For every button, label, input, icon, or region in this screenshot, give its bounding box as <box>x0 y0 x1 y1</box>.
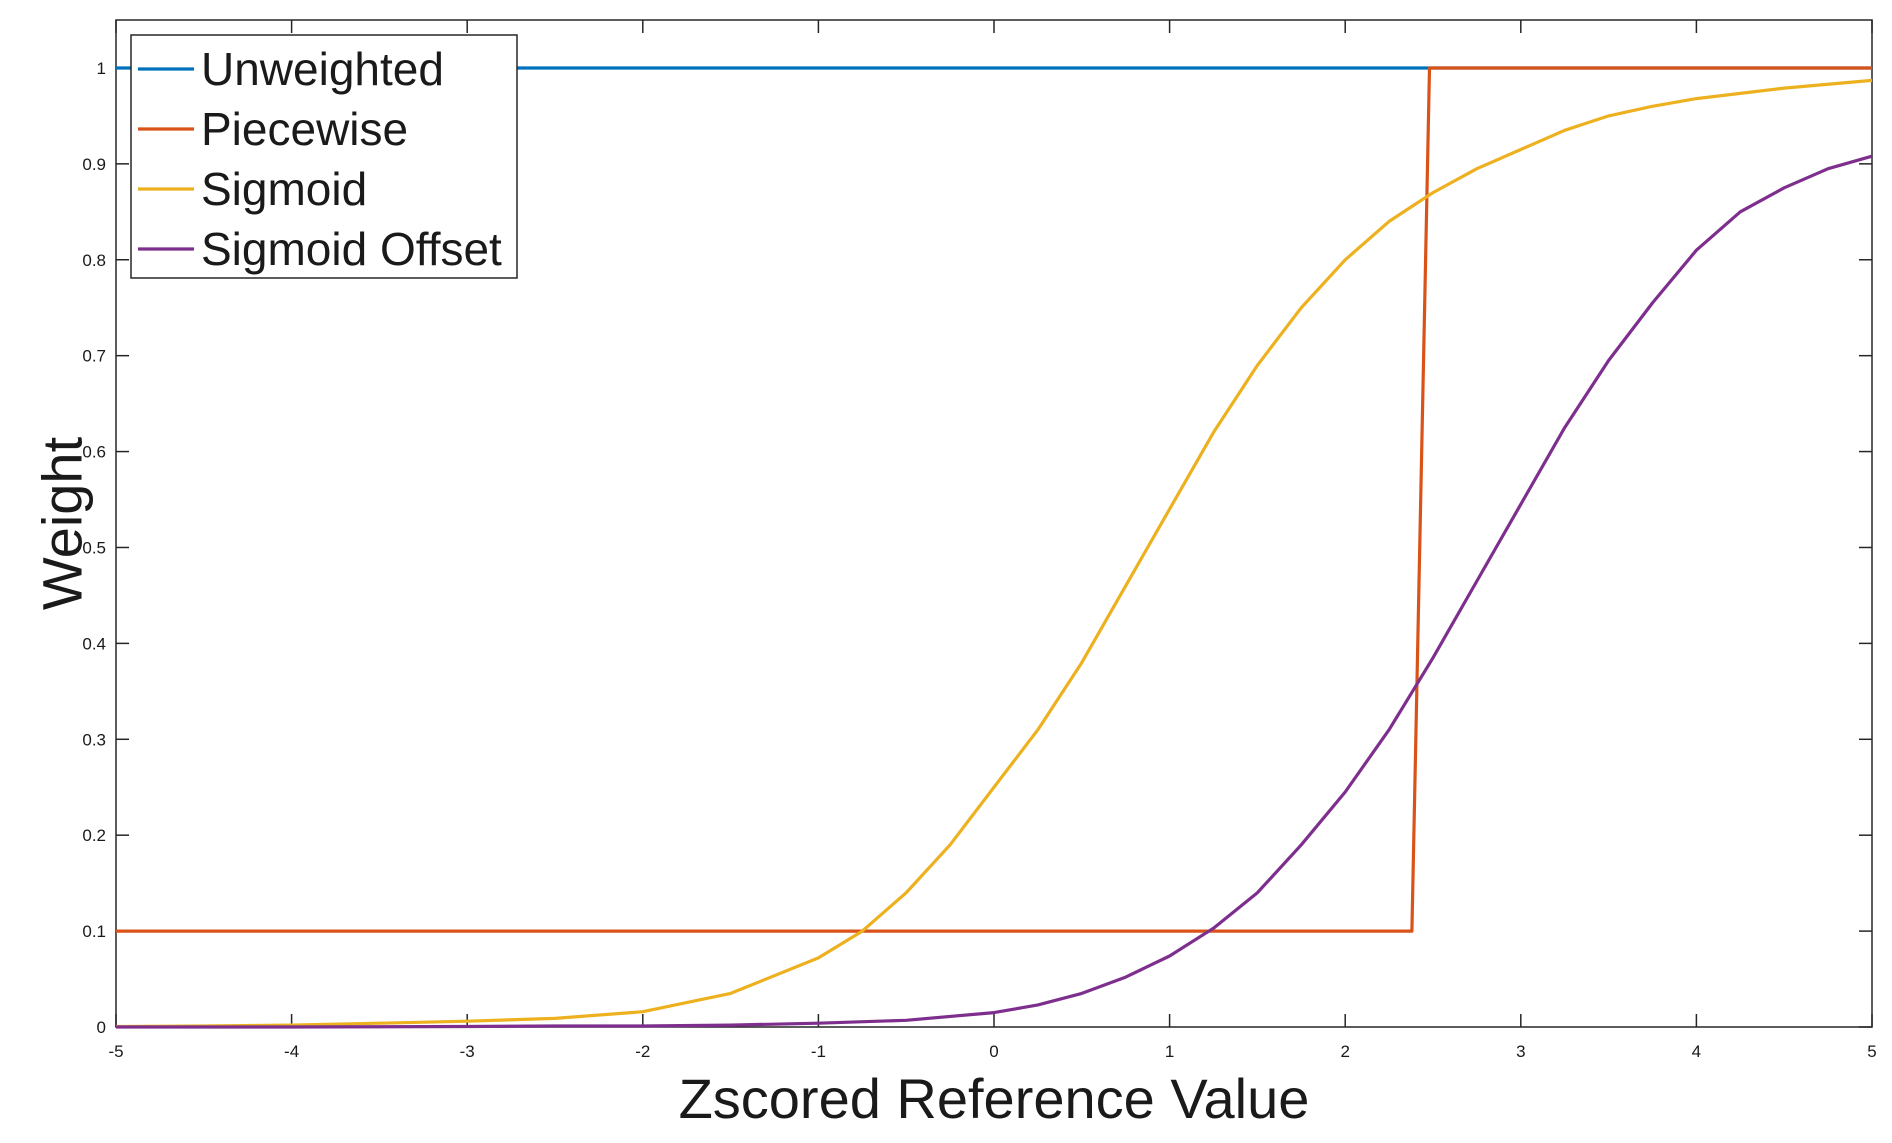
y-tick-label: 0.8 <box>82 251 106 270</box>
x-axis-title: Zscored Reference Value <box>679 1067 1310 1130</box>
y-tick-label: 0.2 <box>82 826 106 845</box>
series-lines <box>115 66 1873 1029</box>
y-tick-label: 0.9 <box>82 155 106 174</box>
y-tick-label: 0.4 <box>82 634 106 653</box>
x-tick-label: -1 <box>811 1042 826 1061</box>
series-line-sigmoid-offset <box>116 154 1873 1029</box>
legend-label: Sigmoid <box>201 163 367 215</box>
legend-label: Piecewise <box>201 103 408 155</box>
x-tick-label: 0 <box>989 1042 998 1061</box>
y-tick-label: 0 <box>97 1018 106 1037</box>
legend-label: Sigmoid Offset <box>201 223 502 275</box>
series-line-piecewise <box>116 66 1872 933</box>
y-tick-label: 0.5 <box>82 538 106 557</box>
y-tick-label: 0.3 <box>82 730 106 749</box>
x-tick-label: 4 <box>1692 1042 1701 1061</box>
x-tick-label: -4 <box>284 1042 299 1061</box>
y-tick-labels: 0 0.1 0.2 0.3 0.4 0.5 0.6 0.7 0.8 0.9 1 <box>82 59 106 1037</box>
y-tick-label: 0.6 <box>82 443 106 462</box>
y-tick-label: 1 <box>97 59 106 78</box>
x-tick-label: 3 <box>1516 1042 1525 1061</box>
x-tick-label: -2 <box>635 1042 650 1061</box>
legend-label: Unweighted <box>201 43 444 95</box>
legend-box <box>130 34 518 279</box>
x-tick-label: 2 <box>1340 1042 1349 1061</box>
legend: Unweighted Piecewise Sigmoid Sigmoid Offset <box>130 34 518 279</box>
x-tick-label: -5 <box>108 1042 123 1061</box>
x-tick-label: -3 <box>460 1042 475 1061</box>
y-tick-label: 0.7 <box>82 347 106 366</box>
x-tick-label: 5 <box>1867 1042 1876 1061</box>
x-tick-label: 1 <box>1165 1042 1174 1061</box>
x-tick-labels: -5 -4 -3 -2 -1 0 1 2 3 4 5 <box>108 1042 1876 1061</box>
series-line-sigmoid <box>115 78 1873 1029</box>
y-tick-label: 0.1 <box>82 922 106 941</box>
y-axis-title: Weight <box>31 436 94 610</box>
